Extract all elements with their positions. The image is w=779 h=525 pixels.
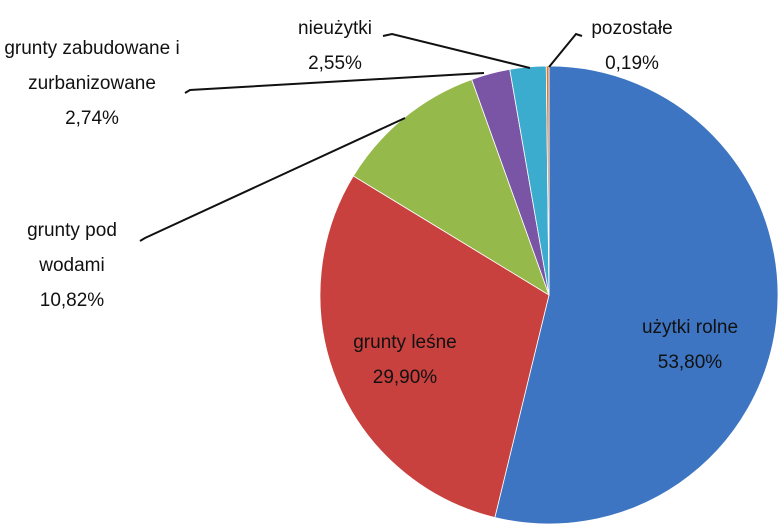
- category-name: pozostałe: [591, 18, 673, 39]
- leader-line: [382, 32, 531, 69]
- leader-line: [184, 72, 485, 94]
- slice-label: grunty leśne 29,90%: [325, 325, 485, 395]
- slice-label: grunty pod wodami 10,82%: [0, 213, 147, 318]
- leader-line: [548, 32, 583, 68]
- category-name: grunty leśne: [353, 332, 457, 353]
- value-label: 2,55%: [308, 53, 362, 74]
- pie-slice: [494, 65, 779, 525]
- value-label: 53,80%: [657, 352, 723, 373]
- slice-label: pozostałe 0,19%: [552, 11, 712, 81]
- category-name: grunty zabudowane i zurbanizowane: [4, 38, 180, 94]
- slice-label: nieużytki 2,55%: [255, 11, 415, 81]
- slice-label: grunty zabudowane i zurbanizowane 2,74%: [2, 31, 182, 136]
- category-name: nieużytki: [298, 18, 372, 39]
- value-label: 29,90%: [372, 367, 438, 388]
- pie-slice: [319, 175, 550, 518]
- category-name: grunty pod wodami: [27, 220, 117, 276]
- category-name: użytki rolne: [641, 317, 739, 338]
- leader-line: [139, 117, 406, 242]
- slice-label: użytki rolne 53,80%: [610, 310, 770, 380]
- value-label: 0,19%: [605, 53, 659, 74]
- value-label: 2,74%: [65, 108, 119, 129]
- value-label: 10,82%: [39, 290, 105, 311]
